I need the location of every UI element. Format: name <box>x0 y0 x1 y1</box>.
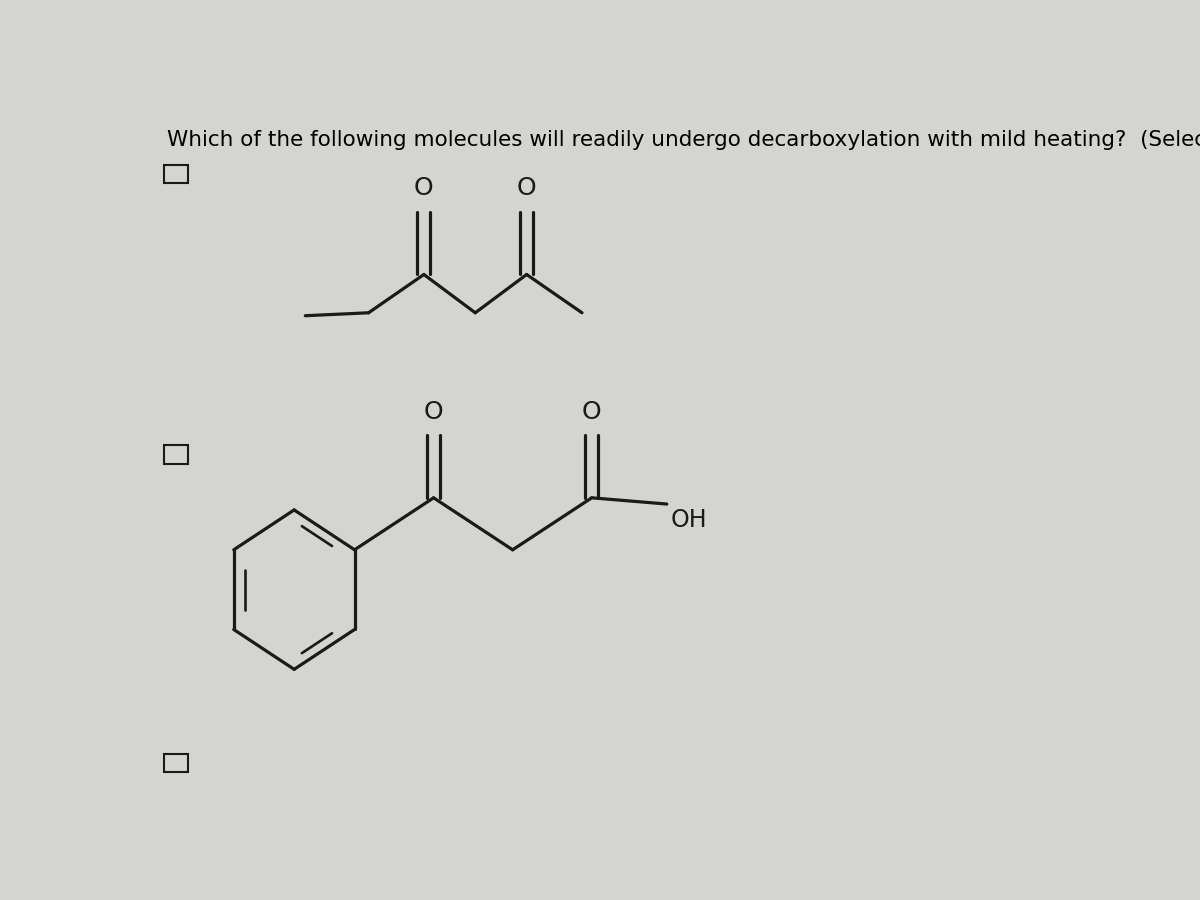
Text: O: O <box>517 176 536 200</box>
Bar <box>164 165 188 183</box>
Text: O: O <box>424 400 444 425</box>
Text: Which of the following molecules will readily undergo decarboxylation with mild : Which of the following molecules will re… <box>167 130 1200 150</box>
Text: OH: OH <box>671 508 707 532</box>
Text: O: O <box>414 176 433 200</box>
Bar <box>164 754 188 772</box>
Bar <box>164 446 188 464</box>
Text: O: O <box>582 400 601 425</box>
